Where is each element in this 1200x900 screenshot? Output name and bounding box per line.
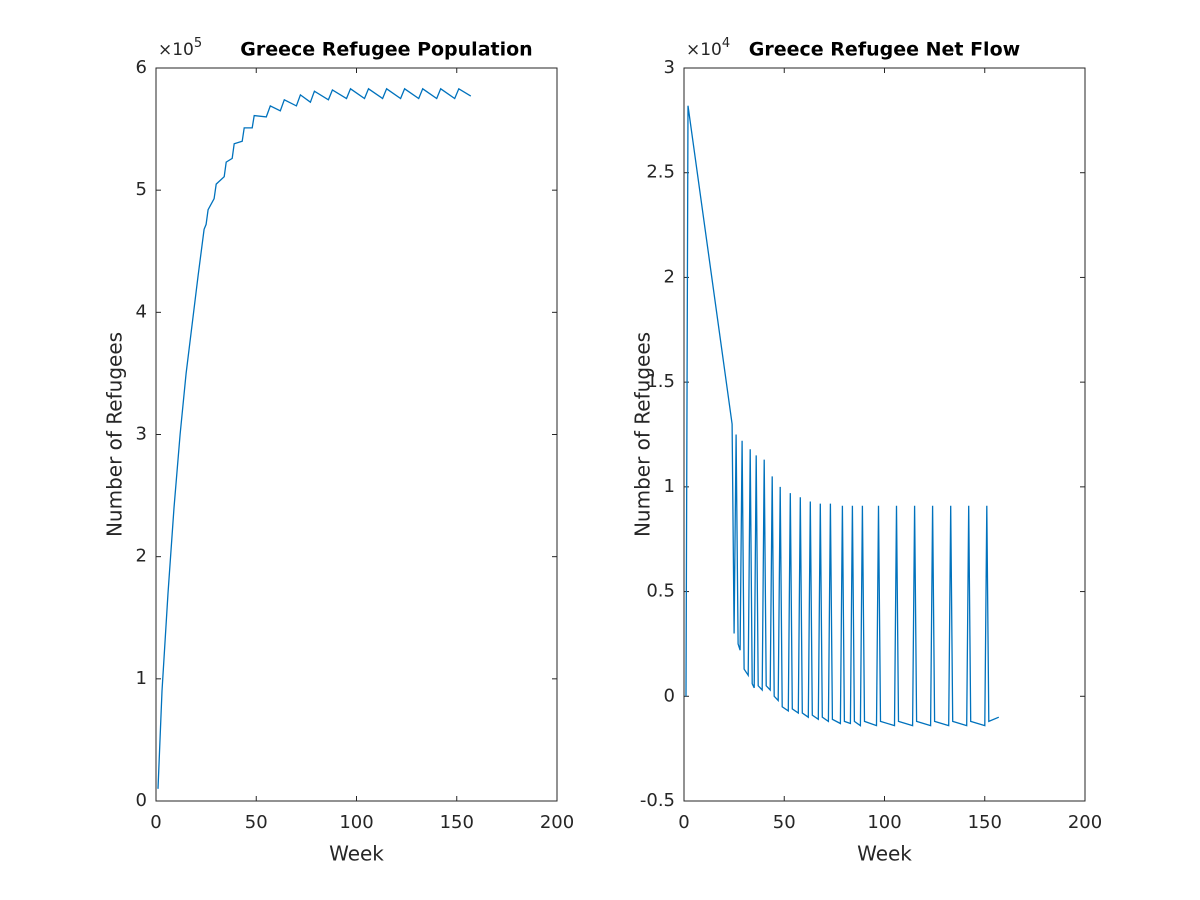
- y-axis-label: Number of Refugees: [103, 332, 127, 537]
- y-tick-label: 1.5: [646, 371, 675, 392]
- multiplier-power: 4: [722, 36, 730, 51]
- y-tick-label: 3: [664, 57, 675, 78]
- data-line: [157, 87, 472, 789]
- x-axis-label: Week: [329, 842, 384, 866]
- y-tick-label: 0.5: [646, 581, 675, 602]
- y-tick-label: -0.5: [640, 790, 675, 811]
- x-tick-label: 100: [867, 812, 901, 833]
- y-tick-label: 2.5: [646, 162, 675, 183]
- y-axis-label: Number of Refugees: [631, 332, 655, 537]
- multiplier-base: ×10: [686, 40, 722, 60]
- subplot: 0 50 100 150 200 0 1 2 3 4 5 6 Week Number of Refugee…: [103, 36, 575, 866]
- y-tick-label: 6: [136, 57, 147, 78]
- multiplier-base: ×10: [158, 40, 194, 60]
- y-tick-label: 5: [136, 179, 147, 200]
- y-tick-label: 0: [136, 790, 147, 811]
- y-multiplier: ×105: [158, 36, 202, 61]
- y-tick-label: 1: [664, 476, 675, 497]
- axes-box: [155, 67, 558, 802]
- x-tick-label: 50: [773, 812, 796, 833]
- x-tick-label: 150: [440, 812, 474, 833]
- x-axis-label: Week: [857, 842, 912, 866]
- x-tick-label: 0: [678, 812, 689, 833]
- y-tick-label: 0: [664, 685, 675, 706]
- x-tick-label: 100: [339, 812, 373, 833]
- y-tick-label: 4: [136, 301, 147, 322]
- x-tick-label: 200: [1068, 812, 1102, 833]
- y-tick-label: 2: [136, 546, 147, 567]
- x-tick-label: 0: [150, 812, 161, 833]
- chart-title: Greece Refugee Population: [240, 39, 532, 61]
- y-tick-label: 1: [136, 668, 147, 689]
- chart-title: Greece Refugee Net Flow: [749, 39, 1020, 61]
- y-multiplier: ×104: [686, 36, 730, 61]
- data-line: [685, 105, 1000, 727]
- subplot: 0 50 100 150 200-0.500.511.522.53WeekNumber …: [631, 36, 1103, 866]
- axes-box: [683, 67, 1086, 802]
- multiplier-power: 5: [194, 36, 202, 51]
- x-tick-label: 150: [968, 812, 1002, 833]
- x-tick-label: 200: [540, 812, 574, 833]
- y-tick-label: 3: [136, 424, 147, 445]
- x-tick-label: 50: [245, 812, 268, 833]
- y-tick-label: 2: [664, 266, 675, 287]
